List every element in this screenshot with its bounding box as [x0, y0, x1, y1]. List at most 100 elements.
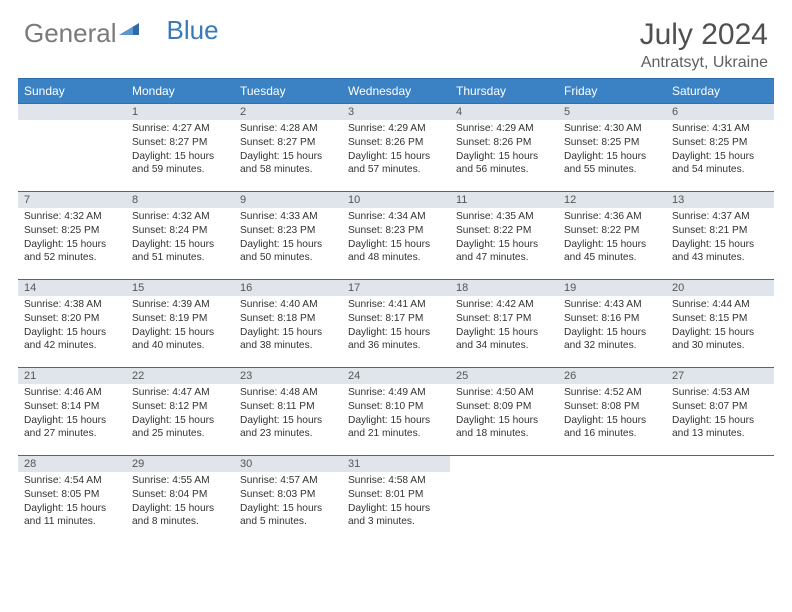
- day-info: Sunrise: 4:32 AMSunset: 8:24 PMDaylight:…: [126, 208, 234, 269]
- day-info: Sunrise: 4:48 AMSunset: 8:11 PMDaylight:…: [234, 384, 342, 445]
- calendar-cell: 29Sunrise: 4:55 AMSunset: 8:04 PMDayligh…: [126, 456, 234, 544]
- daylight-line-1: Daylight: 15 hours: [24, 502, 120, 516]
- sunrise-line: Sunrise: 4:46 AM: [24, 386, 120, 400]
- day-number: 15: [126, 280, 234, 296]
- day-info: Sunrise: 4:43 AMSunset: 8:16 PMDaylight:…: [558, 296, 666, 357]
- calendar-cell: [18, 104, 126, 192]
- sunrise-line: Sunrise: 4:41 AM: [348, 298, 444, 312]
- calendar-cell: 12Sunrise: 4:36 AMSunset: 8:22 PMDayligh…: [558, 192, 666, 280]
- weekday-sunday: Sunday: [18, 79, 126, 104]
- daylight-line-2: and 43 minutes.: [672, 251, 768, 265]
- calendar-table: Sunday Monday Tuesday Wednesday Thursday…: [18, 78, 774, 544]
- logo-triangle-icon: [119, 11, 139, 42]
- daylight-line-1: Daylight: 15 hours: [240, 150, 336, 164]
- daylight-line-1: Daylight: 15 hours: [564, 414, 660, 428]
- day-number: 28: [18, 456, 126, 472]
- day-number: 21: [18, 368, 126, 384]
- daylight-line-1: Daylight: 15 hours: [240, 414, 336, 428]
- calendar-cell: 3Sunrise: 4:29 AMSunset: 8:26 PMDaylight…: [342, 104, 450, 192]
- day-info: Sunrise: 4:36 AMSunset: 8:22 PMDaylight:…: [558, 208, 666, 269]
- day-info: Sunrise: 4:47 AMSunset: 8:12 PMDaylight:…: [126, 384, 234, 445]
- day-info: Sunrise: 4:50 AMSunset: 8:09 PMDaylight:…: [450, 384, 558, 445]
- day-info: Sunrise: 4:40 AMSunset: 8:18 PMDaylight:…: [234, 296, 342, 357]
- calendar-row: 14Sunrise: 4:38 AMSunset: 8:20 PMDayligh…: [18, 280, 774, 368]
- daylight-line-2: and 42 minutes.: [24, 339, 120, 353]
- day-info: Sunrise: 4:55 AMSunset: 8:04 PMDaylight:…: [126, 472, 234, 533]
- sunrise-line: Sunrise: 4:44 AM: [672, 298, 768, 312]
- sunset-line: Sunset: 8:26 PM: [456, 136, 552, 150]
- day-number-empty: [18, 104, 126, 120]
- title-wrap: July 2024 Antratsyt, Ukraine: [640, 18, 768, 72]
- sunset-line: Sunset: 8:10 PM: [348, 400, 444, 414]
- calendar-cell: 25Sunrise: 4:50 AMSunset: 8:09 PMDayligh…: [450, 368, 558, 456]
- sunrise-line: Sunrise: 4:34 AM: [348, 210, 444, 224]
- calendar-cell: 15Sunrise: 4:39 AMSunset: 8:19 PMDayligh…: [126, 280, 234, 368]
- day-number: 31: [342, 456, 450, 472]
- sunrise-line: Sunrise: 4:52 AM: [564, 386, 660, 400]
- calendar-cell: 4Sunrise: 4:29 AMSunset: 8:26 PMDaylight…: [450, 104, 558, 192]
- sunrise-line: Sunrise: 4:39 AM: [132, 298, 228, 312]
- daylight-line-2: and 58 minutes.: [240, 163, 336, 177]
- daylight-line-2: and 59 minutes.: [132, 163, 228, 177]
- sunset-line: Sunset: 8:25 PM: [564, 136, 660, 150]
- daylight-line-1: Daylight: 15 hours: [672, 414, 768, 428]
- weekday-wednesday: Wednesday: [342, 79, 450, 104]
- sunset-line: Sunset: 8:08 PM: [564, 400, 660, 414]
- daylight-line-2: and 18 minutes.: [456, 427, 552, 441]
- weekday-tuesday: Tuesday: [234, 79, 342, 104]
- calendar-cell: 31Sunrise: 4:58 AMSunset: 8:01 PMDayligh…: [342, 456, 450, 544]
- day-number: 19: [558, 280, 666, 296]
- daylight-line-1: Daylight: 15 hours: [456, 326, 552, 340]
- day-info: Sunrise: 4:32 AMSunset: 8:25 PMDaylight:…: [18, 208, 126, 269]
- day-number: 12: [558, 192, 666, 208]
- weekday-friday: Friday: [558, 79, 666, 104]
- daylight-line-2: and 45 minutes.: [564, 251, 660, 265]
- day-number: 17: [342, 280, 450, 296]
- weekday-thursday: Thursday: [450, 79, 558, 104]
- day-info: Sunrise: 4:34 AMSunset: 8:23 PMDaylight:…: [342, 208, 450, 269]
- sunset-line: Sunset: 8:24 PM: [132, 224, 228, 238]
- sunset-line: Sunset: 8:05 PM: [24, 488, 120, 502]
- day-info: Sunrise: 4:29 AMSunset: 8:26 PMDaylight:…: [450, 120, 558, 181]
- day-info: Sunrise: 4:58 AMSunset: 8:01 PMDaylight:…: [342, 472, 450, 533]
- sunrise-line: Sunrise: 4:53 AM: [672, 386, 768, 400]
- sunset-line: Sunset: 8:25 PM: [24, 224, 120, 238]
- sunset-line: Sunset: 8:23 PM: [348, 224, 444, 238]
- calendar-cell: 23Sunrise: 4:48 AMSunset: 8:11 PMDayligh…: [234, 368, 342, 456]
- calendar-cell: 19Sunrise: 4:43 AMSunset: 8:16 PMDayligh…: [558, 280, 666, 368]
- calendar-row: 21Sunrise: 4:46 AMSunset: 8:14 PMDayligh…: [18, 368, 774, 456]
- sunset-line: Sunset: 8:12 PM: [132, 400, 228, 414]
- day-number: 11: [450, 192, 558, 208]
- calendar-cell: 22Sunrise: 4:47 AMSunset: 8:12 PMDayligh…: [126, 368, 234, 456]
- header: General Blue July 2024 Antratsyt, Ukrain…: [0, 0, 792, 78]
- day-info: Sunrise: 4:46 AMSunset: 8:14 PMDaylight:…: [18, 384, 126, 445]
- sunrise-line: Sunrise: 4:29 AM: [348, 122, 444, 136]
- sunrise-line: Sunrise: 4:58 AM: [348, 474, 444, 488]
- calendar-body: 1Sunrise: 4:27 AMSunset: 8:27 PMDaylight…: [18, 104, 774, 544]
- daylight-line-2: and 36 minutes.: [348, 339, 444, 353]
- calendar-cell: 11Sunrise: 4:35 AMSunset: 8:22 PMDayligh…: [450, 192, 558, 280]
- day-info: Sunrise: 4:39 AMSunset: 8:19 PMDaylight:…: [126, 296, 234, 357]
- daylight-line-2: and 3 minutes.: [348, 515, 444, 529]
- daylight-line-2: and 56 minutes.: [456, 163, 552, 177]
- sunset-line: Sunset: 8:01 PM: [348, 488, 444, 502]
- day-number: 1: [126, 104, 234, 120]
- sunrise-line: Sunrise: 4:29 AM: [456, 122, 552, 136]
- daylight-line-2: and 52 minutes.: [24, 251, 120, 265]
- calendar-cell: 17Sunrise: 4:41 AMSunset: 8:17 PMDayligh…: [342, 280, 450, 368]
- daylight-line-1: Daylight: 15 hours: [240, 238, 336, 252]
- daylight-line-1: Daylight: 15 hours: [456, 150, 552, 164]
- logo-word-2: Blue: [167, 15, 219, 46]
- day-number: 27: [666, 368, 774, 384]
- calendar-cell: [450, 456, 558, 544]
- day-number: 20: [666, 280, 774, 296]
- day-number: 6: [666, 104, 774, 120]
- daylight-line-2: and 34 minutes.: [456, 339, 552, 353]
- calendar-wrap: Sunday Monday Tuesday Wednesday Thursday…: [0, 78, 792, 544]
- calendar-cell: 1Sunrise: 4:27 AMSunset: 8:27 PMDaylight…: [126, 104, 234, 192]
- day-number: 14: [18, 280, 126, 296]
- sunrise-line: Sunrise: 4:36 AM: [564, 210, 660, 224]
- calendar-cell: [558, 456, 666, 544]
- daylight-line-1: Daylight: 15 hours: [564, 238, 660, 252]
- day-info: Sunrise: 4:37 AMSunset: 8:21 PMDaylight:…: [666, 208, 774, 269]
